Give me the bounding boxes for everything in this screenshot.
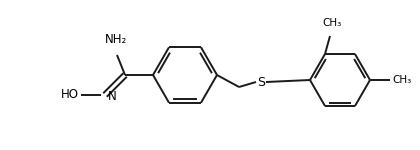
Text: NH₂: NH₂	[105, 33, 127, 46]
Text: CH₃: CH₃	[323, 18, 341, 28]
Text: N: N	[108, 90, 117, 102]
Text: CH₃: CH₃	[392, 75, 411, 85]
Text: HO: HO	[61, 88, 79, 102]
Text: S: S	[257, 75, 265, 88]
